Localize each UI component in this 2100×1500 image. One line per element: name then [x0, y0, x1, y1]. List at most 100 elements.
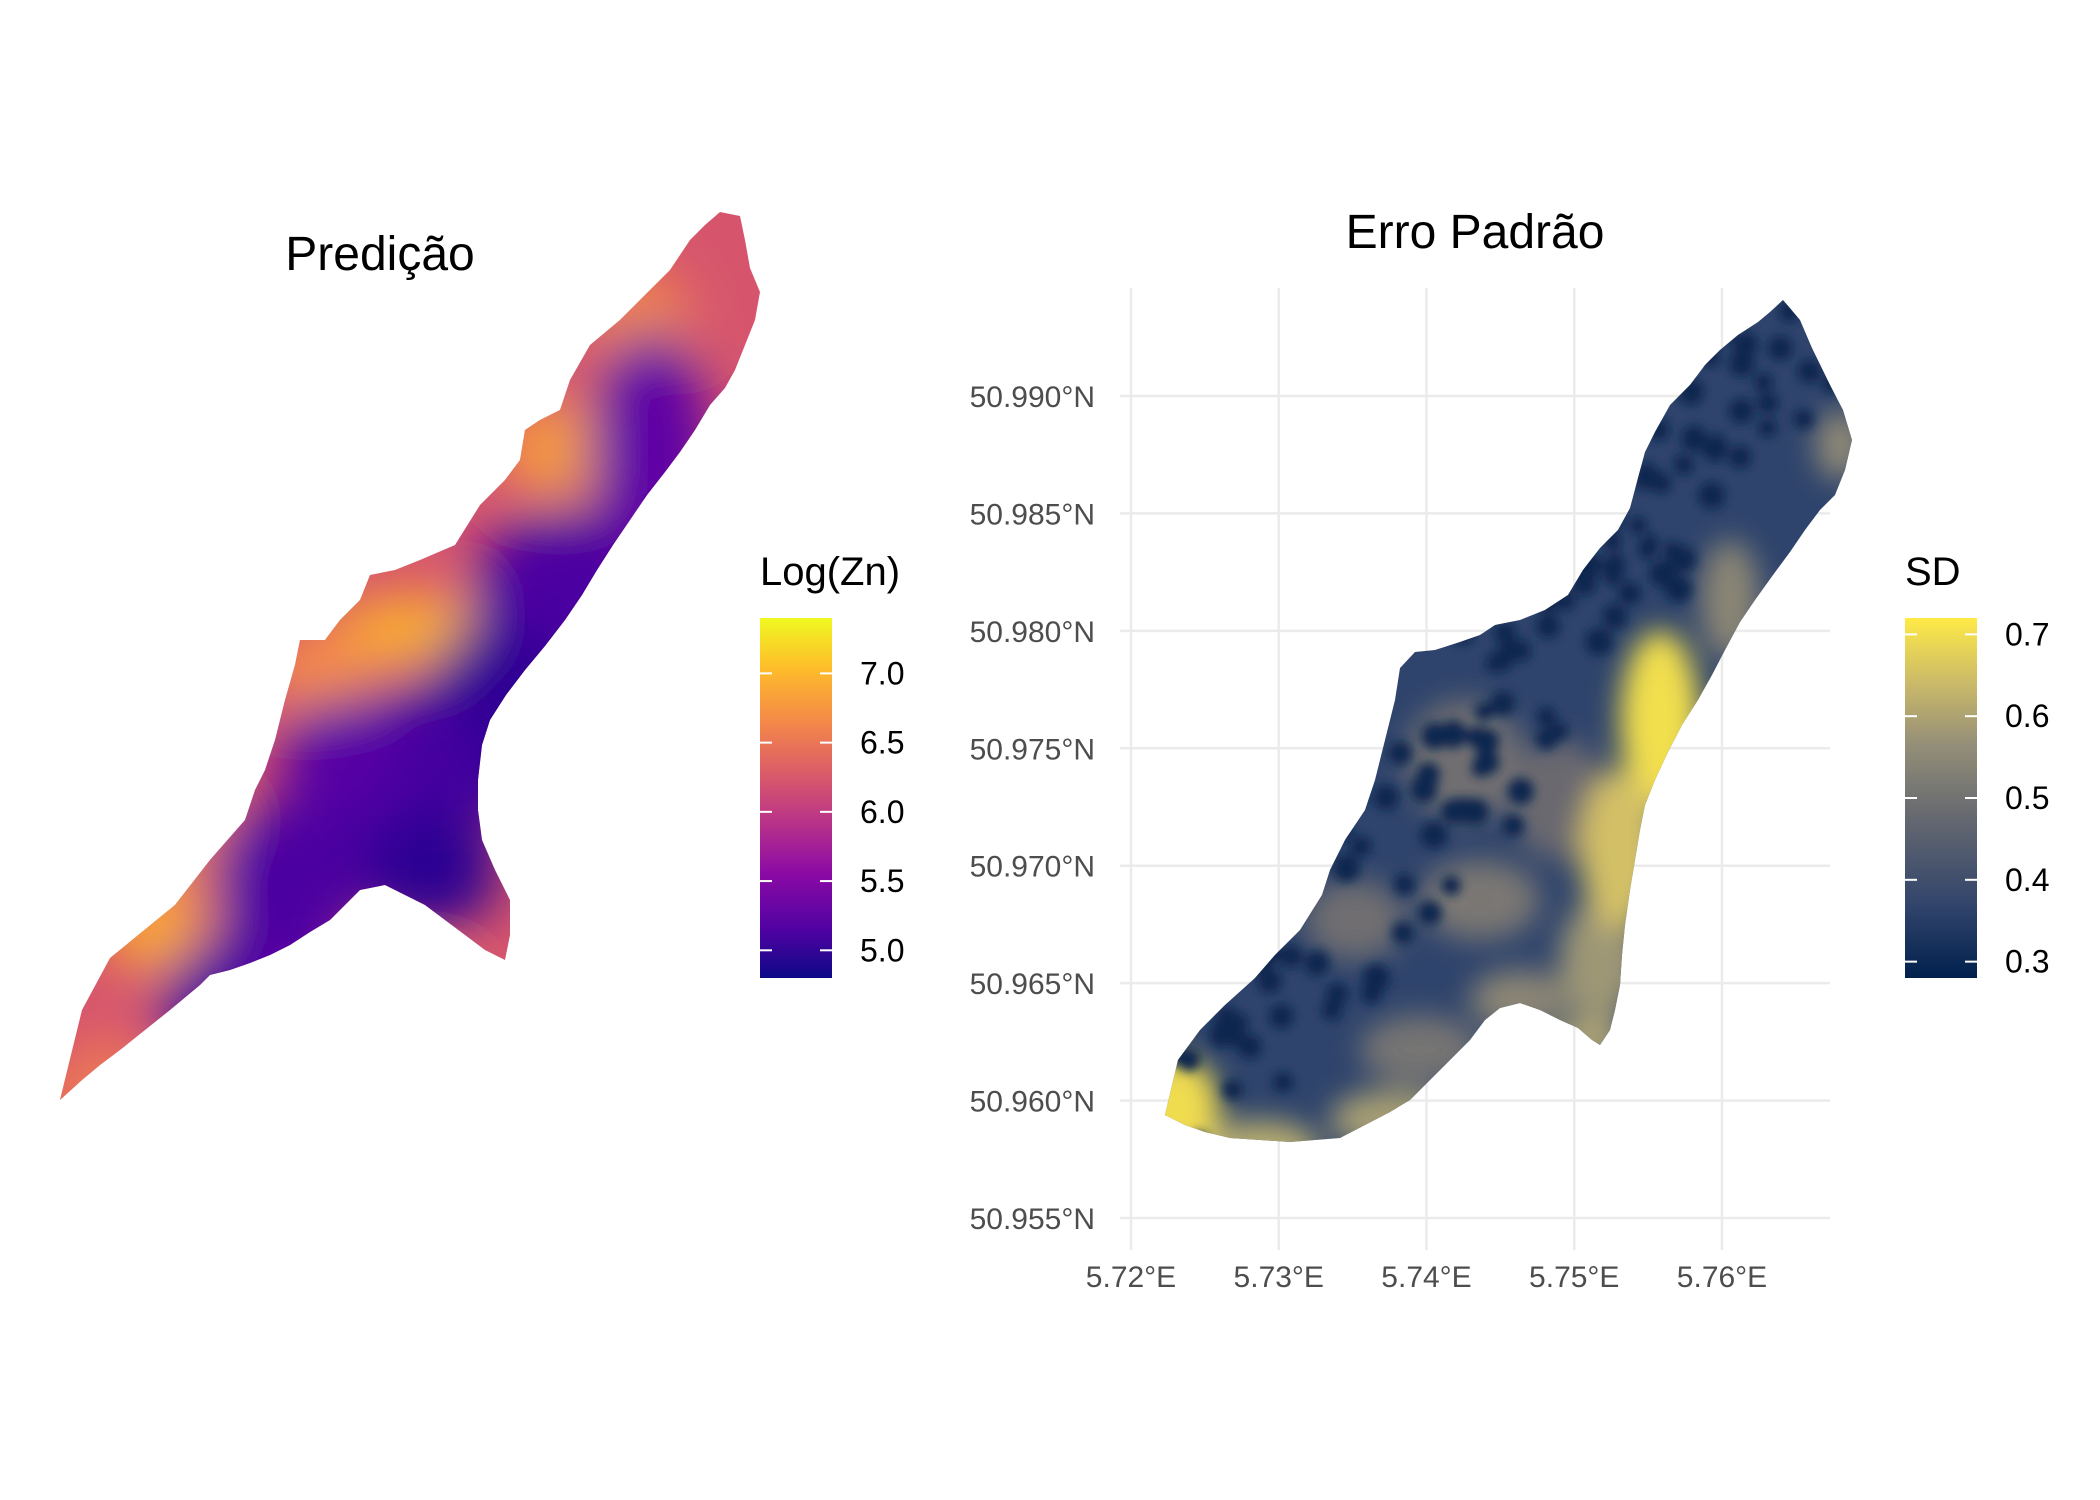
legend-logzn: Log(Zn) 7.0 6.5 6.0 5.5 5.0	[760, 550, 904, 978]
sample-point	[1321, 814, 1345, 838]
y-tick-label: 50.985°N	[970, 498, 1095, 531]
y-tick-label: 50.980°N	[970, 616, 1095, 649]
sample-point	[1728, 350, 1755, 377]
legend-sd-label: 0.3	[2005, 944, 2049, 980]
sample-point	[1821, 319, 1848, 345]
x-tick-label: 5.74°E	[1381, 1261, 1471, 1294]
sample-point	[1695, 300, 1716, 301]
sample-point	[1188, 1131, 1209, 1142]
legend-colorbar-logzn	[760, 618, 832, 978]
x-tick-label: 5.73°E	[1234, 1261, 1324, 1294]
sample-point	[1420, 821, 1448, 849]
sample-point	[1332, 854, 1361, 882]
legend-logzn-label: 5.5	[860, 863, 904, 899]
sample-point	[1226, 1028, 1246, 1048]
sample-point	[1754, 372, 1773, 392]
legend-logzn-label: 6.0	[860, 794, 904, 830]
right-panel-title: Erro Padrão	[1346, 206, 1605, 259]
sample-point	[1728, 445, 1752, 469]
sample-point	[1461, 798, 1489, 826]
left-panel-title: Predição	[285, 228, 474, 281]
sample-point	[1597, 507, 1623, 533]
sample-point	[1269, 1004, 1294, 1029]
sample-point	[1602, 532, 1622, 552]
sample-point	[1254, 940, 1281, 967]
sample-point	[1308, 814, 1327, 834]
sample-point	[1222, 1079, 1244, 1101]
legend-sd-label: 0.7	[2005, 616, 2049, 652]
sample-point	[1664, 575, 1693, 603]
sample-point	[1416, 762, 1441, 787]
sample-point	[1629, 516, 1648, 535]
sample-point	[1692, 333, 1715, 357]
sample-point	[1536, 707, 1556, 727]
sample-point	[1568, 536, 1589, 557]
sample-point	[1441, 723, 1461, 743]
sample-point	[1177, 1048, 1201, 1072]
y-tick-label: 50.960°N	[970, 1086, 1095, 1119]
legend-title-logzn: Log(Zn)	[760, 550, 900, 594]
legend-logzn-label: 6.5	[860, 725, 904, 761]
x-tick-label: 5.75°E	[1529, 1261, 1619, 1294]
sample-point	[1348, 786, 1367, 805]
sample-point	[1550, 721, 1569, 741]
y-tick-label: 50.955°N	[970, 1203, 1095, 1236]
sample-point	[1279, 944, 1303, 968]
sample-point	[1129, 1122, 1157, 1150]
sample-point	[1602, 565, 1624, 586]
sample-point	[1474, 749, 1500, 775]
sample-point	[1373, 784, 1400, 810]
sample-point	[1732, 331, 1759, 358]
standard-error-raster	[1129, 300, 1852, 1150]
sample-point	[1493, 621, 1517, 645]
sample-point	[1485, 654, 1504, 673]
sample-point	[1680, 425, 1708, 453]
sample-point	[1498, 640, 1519, 661]
sample-point	[1673, 454, 1694, 475]
sample-point	[1647, 418, 1670, 441]
sample-point	[1778, 300, 1802, 323]
sample-point	[1601, 497, 1623, 519]
sample-point	[1594, 443, 1616, 465]
x-tick-label: 5.72°E	[1086, 1261, 1176, 1294]
sample-point	[1585, 627, 1613, 656]
prediction-raster	[60, 212, 760, 1100]
sample-point	[1304, 950, 1330, 976]
sample-point	[1217, 1005, 1237, 1025]
sample-point	[1757, 418, 1777, 438]
sample-point	[1333, 822, 1353, 842]
y-tick-label: 50.970°N	[970, 851, 1095, 884]
sample-point	[1490, 690, 1516, 716]
sample-point	[1767, 335, 1793, 361]
sample-point	[1417, 900, 1442, 926]
sample-point	[1638, 540, 1658, 560]
sample-point	[1597, 494, 1617, 514]
sample-point	[1257, 968, 1283, 994]
sample-point	[1475, 702, 1494, 721]
sample-point	[1393, 873, 1416, 896]
sample-point	[1699, 346, 1721, 368]
sample-point	[1473, 728, 1500, 755]
y-tick-label: 50.965°N	[970, 968, 1095, 1001]
sample-point	[1591, 477, 1613, 499]
sample-point	[1535, 614, 1561, 639]
sample-point	[1440, 799, 1466, 825]
map-axes: 5.72°E 5.73°E 5.74°E 5.75°E 5.76°E 50.990°N 50…	[970, 381, 1768, 1294]
legend-logzn-label: 7.0	[860, 655, 904, 691]
sample-point	[1728, 398, 1755, 424]
sample-point	[1507, 778, 1534, 805]
sample-point	[1821, 373, 1843, 394]
sample-point	[1539, 593, 1559, 614]
legend-sd: SD 0.7 0.6 0.5 0.4 0.3	[1905, 550, 2049, 980]
sample-point	[1797, 359, 1822, 384]
sample-point	[1698, 481, 1726, 509]
y-tick-label: 50.975°N	[970, 733, 1095, 766]
legend-sd-label: 0.4	[2005, 862, 2049, 898]
legend-sd-label: 0.5	[2005, 780, 2049, 816]
sample-point	[1501, 814, 1525, 837]
sample-point	[1272, 1071, 1294, 1093]
sample-point	[1441, 875, 1461, 896]
sample-point	[1602, 604, 1628, 630]
legend-title-sd: SD	[1905, 550, 1961, 594]
